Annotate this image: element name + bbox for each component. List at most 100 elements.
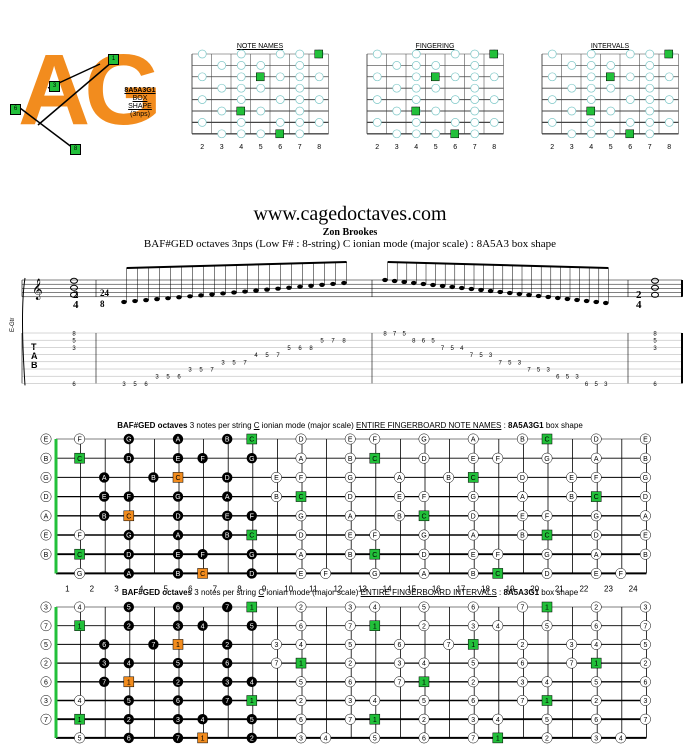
note-dot [590, 638, 602, 650]
mini-note-dot [664, 95, 674, 104]
tab-fret-number: 6 [298, 346, 302, 352]
mini-note-dot [470, 118, 480, 127]
note-dot [320, 567, 332, 579]
note-label: 3 [643, 698, 647, 705]
mini-fret-number: 3 [395, 144, 399, 151]
beam-descending [387, 261, 609, 269]
box-note-dot [222, 601, 233, 613]
note-dot [344, 657, 356, 669]
mini-note-dot [314, 95, 324, 104]
note-dot [295, 471, 307, 483]
chord-notehead [70, 284, 78, 291]
tab-fret-number: 7 [441, 346, 445, 352]
note-label: F [619, 571, 623, 578]
mini-note-dot [295, 49, 305, 59]
mini-fret-number: 7 [298, 144, 302, 151]
note-label: 2 [348, 661, 352, 668]
mini-root-square [606, 72, 615, 82]
staff-notehead [593, 299, 599, 305]
staff-notehead [603, 300, 609, 306]
box-note-dot [222, 510, 233, 521]
tab-fret-number: 6 [422, 339, 426, 345]
root-note-square [246, 433, 258, 445]
note-label: 7 [643, 717, 647, 724]
note-label: E [471, 552, 476, 559]
note-label: 4 [373, 698, 377, 705]
note-label: 7 [643, 623, 647, 630]
chord-notehead [651, 277, 659, 284]
note-dot [40, 657, 52, 669]
tab-letter-b: B [31, 360, 38, 370]
box-note-dot [246, 732, 257, 744]
box-note-dot [197, 714, 208, 725]
note-dot [492, 548, 504, 560]
box-note-dot [172, 453, 184, 464]
note-label: 6 [127, 736, 131, 743]
note-dot [467, 732, 479, 744]
staff-notehead [308, 283, 314, 288]
note-label: E [44, 437, 49, 444]
box-note-dot [123, 433, 134, 445]
tab-fret-number: 5 [537, 368, 541, 374]
root-note-square [246, 529, 258, 541]
tab-fret-number: 3 [122, 382, 126, 388]
note-label: F [594, 475, 598, 482]
note-dot [295, 695, 307, 706]
note-dot [74, 567, 86, 579]
mini-note-dot [450, 118, 460, 127]
note-label: D [520, 475, 525, 482]
fret-number: 5 [163, 584, 168, 593]
note-dot [344, 713, 356, 725]
note-label: 1 [545, 698, 549, 705]
mini-note-dot [256, 129, 266, 139]
note-label: E [643, 533, 648, 540]
note-label: F [127, 494, 131, 501]
mini-fret-number: 6 [278, 144, 282, 151]
board1-title-key: C [253, 421, 260, 430]
note-dot [590, 567, 602, 579]
fret-number: 2 [90, 584, 95, 593]
note-label: G [421, 533, 426, 540]
mini-note-dot [606, 129, 616, 139]
nut-marker [54, 439, 58, 574]
staff-notehead [583, 298, 590, 304]
mini-title-intervals: INTERVALS [590, 43, 630, 50]
note-label: E [348, 437, 353, 444]
note-label: B [44, 552, 49, 559]
note-label: B [471, 571, 476, 578]
mini-fret-number: 4 [414, 144, 418, 151]
note-dot [639, 548, 651, 560]
note-label: 6 [176, 698, 180, 705]
note-dot [40, 713, 52, 725]
mini-note-dot [392, 61, 402, 70]
note-label: D [421, 552, 426, 559]
note-dot [40, 601, 52, 613]
fret-number: 17 [456, 584, 465, 593]
mini-note-dot [567, 61, 577, 70]
note-label: 1 [594, 661, 598, 668]
mini-note-dot [411, 61, 421, 70]
box-note-dot [197, 620, 208, 631]
note-label: G [544, 456, 549, 463]
mini-note-dot [217, 83, 227, 93]
tab-fret-number: 7 [470, 353, 474, 359]
root-note-square [123, 510, 135, 522]
note-label: A [471, 533, 476, 540]
treble-clef: 𝄞 [32, 279, 43, 300]
note-label: 5 [545, 717, 549, 724]
root-note-square [369, 548, 381, 560]
note-label: 1 [545, 605, 549, 612]
note-label: C [372, 552, 377, 559]
note-label: 1 [496, 736, 500, 743]
note-label: C [249, 533, 254, 540]
root-note-square [197, 568, 208, 579]
note-label: F [299, 475, 303, 482]
note-dot [590, 713, 602, 725]
mini-note-dot [606, 83, 616, 93]
note-label: D [43, 494, 48, 501]
note-dot [295, 732, 307, 744]
note-dot [393, 676, 405, 688]
mini-note-dot [586, 72, 596, 82]
note-dot [467, 529, 479, 541]
tab-fret-number: 5 [508, 360, 512, 366]
